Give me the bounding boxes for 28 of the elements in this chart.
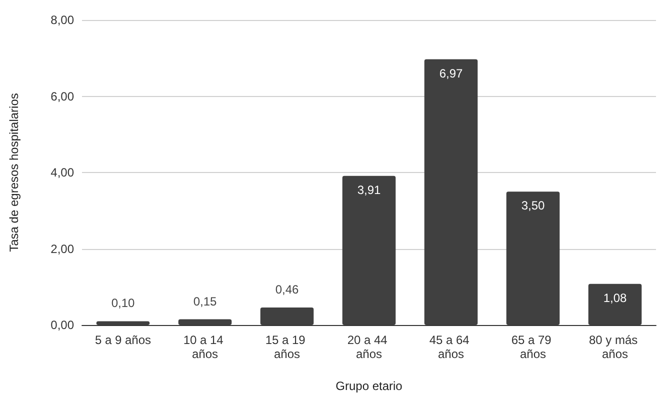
x-axis-title: Grupo etario bbox=[336, 379, 403, 393]
data-label: 0,15 bbox=[193, 294, 217, 308]
bar bbox=[588, 284, 642, 325]
data-label: 3,50 bbox=[521, 198, 545, 213]
bar bbox=[506, 192, 560, 325]
y-tick-label: 2,00 bbox=[50, 242, 74, 256]
data-label: 6,97 bbox=[439, 66, 463, 80]
bar bbox=[342, 176, 396, 325]
data-label: 0,46 bbox=[275, 282, 299, 296]
x-tick-label: 65 a 79 años bbox=[511, 333, 555, 361]
x-tick-label: 20 a 44 años bbox=[347, 333, 391, 361]
y-tick-label: 8,00 bbox=[50, 13, 74, 27]
y-axis-title: Tasa de egresos hospitalarios bbox=[7, 93, 21, 252]
y-tick-label: 6,00 bbox=[50, 89, 74, 104]
y-tick-label: 0,00 bbox=[50, 318, 74, 332]
bar bbox=[96, 321, 150, 325]
y-tick-label: 4,00 bbox=[50, 166, 74, 180]
bar bbox=[178, 319, 232, 325]
x-tick-label: 45 a 64 años bbox=[429, 333, 473, 361]
x-tick-label: 5 a 9 años bbox=[94, 333, 152, 347]
x-tick-label: 80 y más años bbox=[588, 333, 642, 361]
bar bbox=[260, 307, 314, 325]
x-tick-label: 15 a 19 años bbox=[265, 333, 309, 361]
bar bbox=[424, 59, 478, 325]
data-label: 0,10 bbox=[111, 296, 135, 310]
data-label: 3,91 bbox=[357, 182, 381, 197]
data-label: 1,08 bbox=[603, 290, 627, 305]
x-tick-label: 10 a 14 años bbox=[183, 333, 227, 361]
